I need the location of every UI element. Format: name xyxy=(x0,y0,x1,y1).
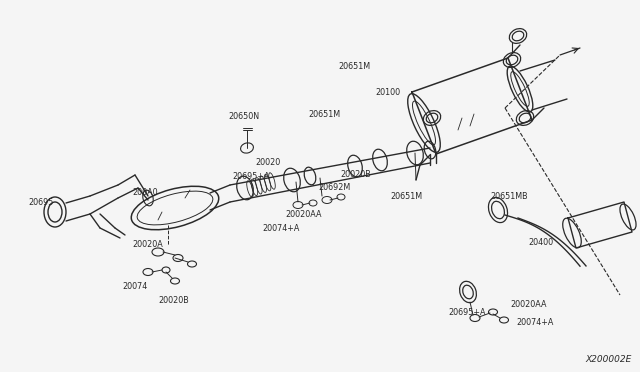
Text: 20651M: 20651M xyxy=(308,110,340,119)
Text: 20020: 20020 xyxy=(255,158,280,167)
Text: 20020AA: 20020AA xyxy=(510,300,547,309)
Text: 20074+A: 20074+A xyxy=(516,318,554,327)
Text: 20020A: 20020A xyxy=(132,240,163,249)
Text: 20074+A: 20074+A xyxy=(262,224,300,233)
Text: 20692M: 20692M xyxy=(318,183,350,192)
Text: 20695: 20695 xyxy=(28,198,53,207)
Text: 20695+A: 20695+A xyxy=(232,172,269,181)
Text: 20650N: 20650N xyxy=(228,112,259,121)
Text: 20074: 20074 xyxy=(122,282,147,291)
Text: 20020B: 20020B xyxy=(158,296,189,305)
Text: 20020B: 20020B xyxy=(340,170,371,179)
Text: 20651M: 20651M xyxy=(390,192,422,201)
Text: 20651M: 20651M xyxy=(338,62,370,71)
Text: 20695+A: 20695+A xyxy=(448,308,486,317)
Text: X200002E: X200002E xyxy=(586,355,632,364)
Text: 200A0: 200A0 xyxy=(132,188,157,197)
Text: 20020AA: 20020AA xyxy=(285,210,321,219)
Text: 20400: 20400 xyxy=(528,238,553,247)
Text: 20651MB: 20651MB xyxy=(490,192,527,201)
Text: 20100: 20100 xyxy=(375,88,400,97)
